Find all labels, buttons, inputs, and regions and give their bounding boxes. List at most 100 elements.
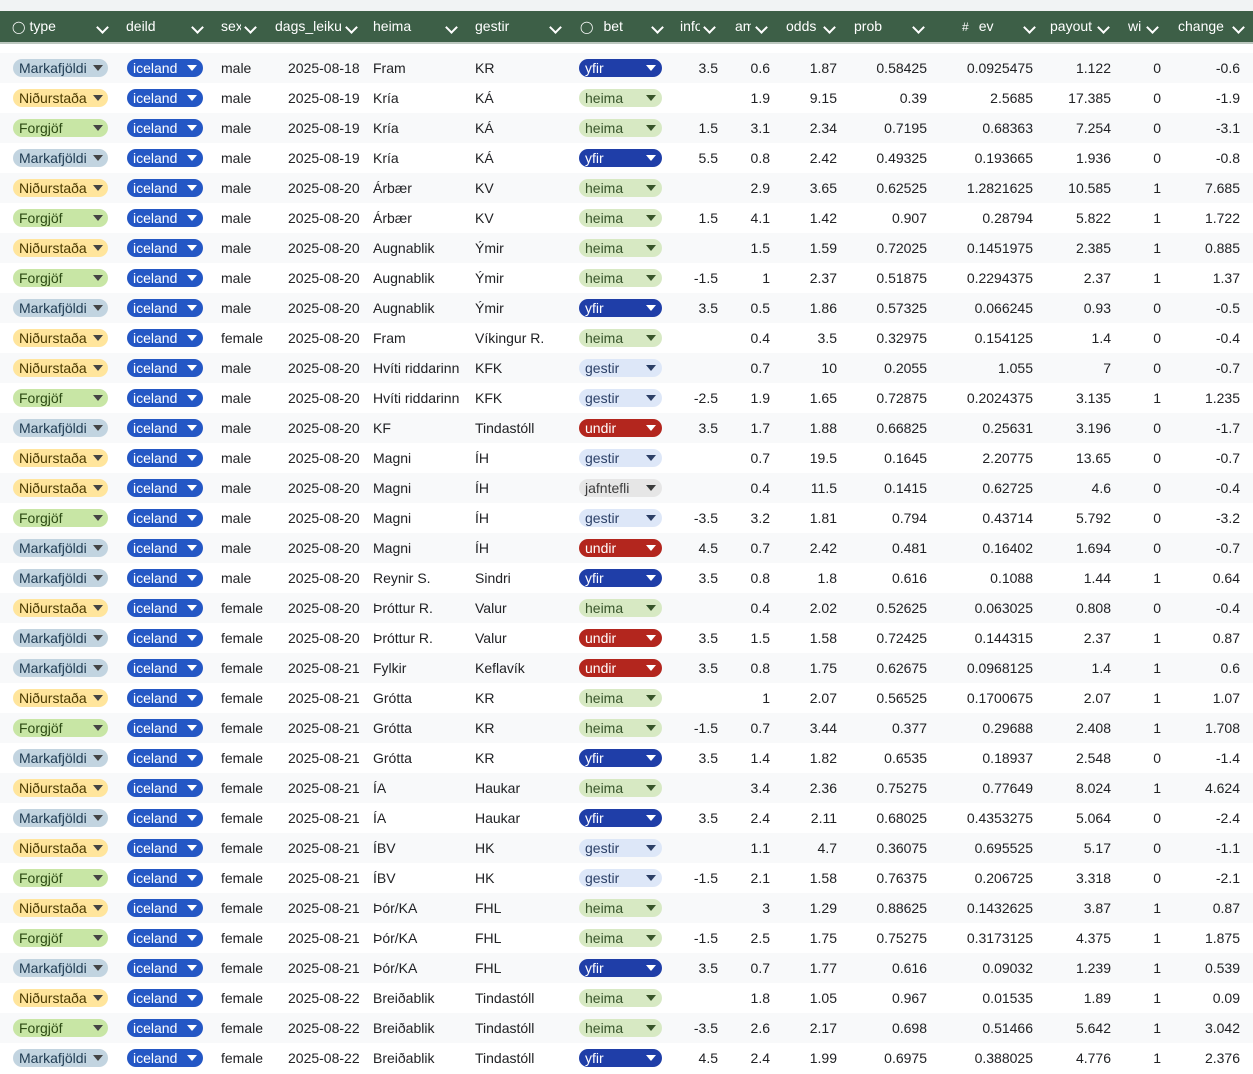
column-header-odds[interactable]: odds — [786, 11, 838, 42]
dropdown-arrow-icon[interactable] — [646, 815, 656, 821]
chevron-down-icon[interactable] — [912, 21, 925, 34]
deild-chip[interactable]: iceland — [127, 869, 203, 887]
column-header-bet[interactable]: ◯ bet — [580, 11, 666, 42]
type-chip[interactable]: Forgjöf — [13, 719, 108, 737]
type-chip[interactable]: Forgjöf — [13, 119, 108, 137]
chevron-down-icon[interactable] — [1023, 21, 1036, 34]
deild-chip[interactable]: iceland — [127, 689, 203, 707]
column-header-gestir[interactable]: gestir — [475, 11, 563, 42]
dropdown-arrow-icon[interactable] — [187, 365, 197, 371]
type-chip[interactable]: Markafjöldi — [13, 809, 108, 827]
table-row[interactable]: Niðurstaða iceland male 2025-08-20 Magni ÍH ja… — [0, 473, 1253, 503]
deild-chip[interactable]: iceland — [127, 929, 203, 947]
dropdown-arrow-icon[interactable] — [93, 275, 103, 281]
deild-chip[interactable]: iceland — [127, 749, 203, 767]
dropdown-arrow-icon[interactable] — [646, 365, 656, 371]
bet-chip[interactable]: yfir — [579, 749, 662, 767]
type-chip[interactable]: Niðurstaða — [13, 239, 108, 257]
deild-chip[interactable]: iceland — [127, 809, 203, 827]
deild-chip[interactable]: iceland — [127, 719, 203, 737]
dropdown-arrow-icon[interactable] — [646, 1025, 656, 1031]
dropdown-arrow-icon[interactable] — [93, 785, 103, 791]
dropdown-arrow-icon[interactable] — [93, 245, 103, 251]
table-row[interactable]: Niðurstaða iceland female 2025-08-20 Fram Vík… — [0, 323, 1253, 353]
bet-chip[interactable]: heima — [579, 599, 662, 617]
bet-chip[interactable]: gestir — [579, 869, 662, 887]
dropdown-arrow-icon[interactable] — [187, 665, 197, 671]
chevron-down-icon[interactable] — [96, 21, 109, 34]
dropdown-arrow-icon[interactable] — [646, 965, 656, 971]
dropdown-arrow-icon[interactable] — [187, 995, 197, 1001]
dropdown-arrow-icon[interactable] — [187, 455, 197, 461]
chevron-down-icon[interactable] — [445, 21, 458, 34]
dropdown-arrow-icon[interactable] — [646, 245, 656, 251]
deild-chip[interactable]: iceland — [127, 1019, 203, 1037]
table-row[interactable]: Markafjöldi iceland male 2025-08-19 Kría KÁ yf… — [0, 143, 1253, 173]
column-header-dags-leiku[interactable]: dags_leiku — [275, 11, 361, 42]
dropdown-arrow-icon[interactable] — [646, 575, 656, 581]
bet-chip[interactable]: yfir — [579, 569, 662, 587]
bet-chip[interactable]: jafntefli — [579, 479, 662, 497]
dropdown-arrow-icon[interactable] — [646, 635, 656, 641]
table-row[interactable]: Markafjöldi iceland female 2025-08-22 Breiða… — [0, 1043, 1253, 1073]
dropdown-arrow-icon[interactable] — [646, 335, 656, 341]
bet-chip[interactable]: heima — [579, 179, 662, 197]
dropdown-arrow-icon[interactable] — [187, 395, 197, 401]
deild-chip[interactable]: iceland — [127, 329, 203, 347]
dropdown-arrow-icon[interactable] — [187, 155, 197, 161]
dropdown-arrow-icon[interactable] — [93, 905, 103, 911]
dropdown-arrow-icon[interactable] — [187, 725, 197, 731]
dropdown-arrow-icon[interactable] — [187, 425, 197, 431]
type-chip[interactable]: Markafjöldi — [13, 59, 108, 77]
bet-chip[interactable]: gestir — [579, 449, 662, 467]
bet-chip[interactable]: undir — [579, 629, 662, 647]
deild-chip[interactable]: iceland — [127, 239, 203, 257]
type-chip[interactable]: Niðurstaða — [13, 899, 108, 917]
chevron-down-icon[interactable] — [1097, 21, 1110, 34]
deild-chip[interactable]: iceland — [127, 629, 203, 647]
dropdown-arrow-icon[interactable] — [187, 335, 197, 341]
dropdown-arrow-icon[interactable] — [187, 485, 197, 491]
deild-chip[interactable]: iceland — [127, 899, 203, 917]
bet-chip[interactable]: gestir — [579, 359, 662, 377]
dropdown-arrow-icon[interactable] — [646, 755, 656, 761]
dropdown-arrow-icon[interactable] — [646, 905, 656, 911]
dropdown-arrow-icon[interactable] — [93, 425, 103, 431]
dropdown-arrow-icon[interactable] — [93, 185, 103, 191]
column-header-deild[interactable]: deild — [126, 11, 204, 42]
type-chip[interactable]: Niðurstaða — [13, 599, 108, 617]
column-header-info[interactable]: info — [680, 11, 720, 42]
dropdown-arrow-icon[interactable] — [187, 245, 197, 251]
deild-chip[interactable]: iceland — [127, 539, 203, 557]
deild-chip[interactable]: iceland — [127, 59, 203, 77]
chevron-down-icon[interactable] — [755, 21, 768, 34]
deild-chip[interactable]: iceland — [127, 359, 203, 377]
deild-chip[interactable]: iceland — [127, 149, 203, 167]
table-row[interactable]: Markafjöldi iceland male 2025-08-20 Reynir S… — [0, 563, 1253, 593]
dropdown-arrow-icon[interactable] — [187, 545, 197, 551]
bet-chip[interactable]: heima — [579, 1019, 662, 1037]
chevron-down-icon[interactable] — [191, 21, 204, 34]
table-row[interactable]: Markafjöldi iceland male 2025-08-18 Fram KR yf… — [0, 53, 1253, 83]
dropdown-arrow-icon[interactable] — [187, 965, 197, 971]
dropdown-arrow-icon[interactable] — [646, 665, 656, 671]
dropdown-arrow-icon[interactable] — [93, 755, 103, 761]
dropdown-arrow-icon[interactable] — [187, 185, 197, 191]
dropdown-arrow-icon[interactable] — [646, 515, 656, 521]
dropdown-arrow-icon[interactable] — [646, 215, 656, 221]
dropdown-arrow-icon[interactable] — [187, 575, 197, 581]
table-row[interactable]: Niðurstaða iceland male 2025-08-20 Hvíti rid… — [0, 353, 1253, 383]
bet-chip[interactable]: yfir — [579, 149, 662, 167]
bet-chip[interactable]: gestir — [579, 839, 662, 857]
dropdown-arrow-icon[interactable] — [187, 1025, 197, 1031]
type-chip[interactable]: Forgjöf — [13, 389, 108, 407]
dropdown-arrow-icon[interactable] — [187, 785, 197, 791]
dropdown-arrow-icon[interactable] — [646, 935, 656, 941]
table-row[interactable]: Niðurstaða iceland male 2025-08-19 Kría KÁ hei… — [0, 83, 1253, 113]
type-chip[interactable]: Niðurstaða — [13, 839, 108, 857]
dropdown-arrow-icon[interactable] — [187, 905, 197, 911]
dropdown-arrow-icon[interactable] — [187, 275, 197, 281]
type-chip[interactable]: Markafjöldi — [13, 629, 108, 647]
chevron-down-icon[interactable] — [703, 21, 716, 34]
dropdown-arrow-icon[interactable] — [646, 425, 656, 431]
